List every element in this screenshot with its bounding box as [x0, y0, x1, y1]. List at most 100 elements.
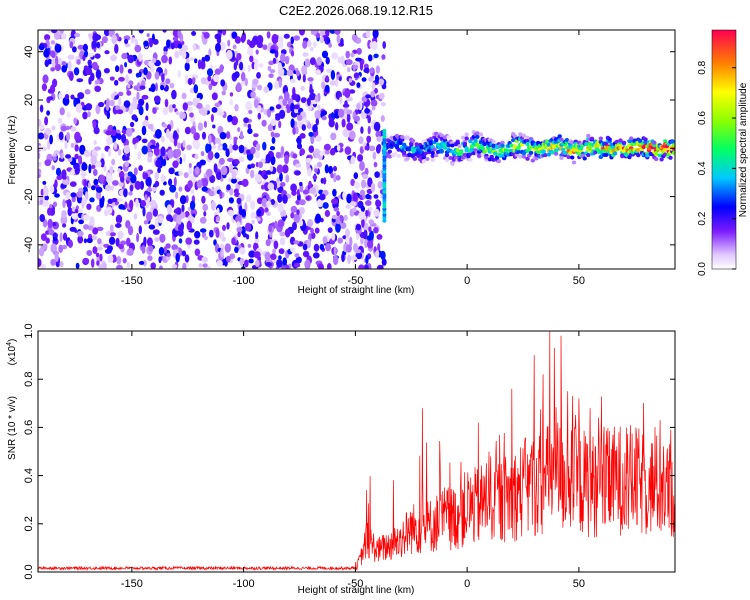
heatmap-x-label: Height of straight line (km): [298, 285, 415, 296]
heatmap-cell: [335, 175, 341, 181]
heatmap-cell: [209, 174, 216, 184]
heatmap-cell: [269, 49, 276, 54]
heatmap-cell: [337, 56, 342, 64]
heatmap-cell: [373, 53, 379, 59]
heatmap-cell: [250, 91, 256, 99]
heatmap-cell: [179, 112, 186, 120]
heatmap-cell: [222, 30, 227, 36]
heatmap-cell: [462, 152, 468, 157]
heatmap-cell: [81, 162, 88, 171]
heatmap-cell: [307, 239, 312, 249]
heatmap-cell: [178, 224, 184, 233]
heatmap-cell: [290, 50, 295, 57]
heatmap-cell: [119, 64, 124, 74]
heatmap-cell: [382, 181, 387, 186]
heatmap-cell: [165, 78, 171, 85]
heatmap-cell: [49, 50, 56, 57]
heatmap-cell: [219, 64, 224, 73]
snr-frame: [37, 330, 676, 573]
heatmap-cell: [269, 106, 275, 111]
heatmap-cell: [345, 59, 353, 66]
heatmap-cell: [165, 243, 171, 249]
heatmap-cell: [187, 77, 193, 86]
heatmap-cell: [118, 243, 124, 250]
heatmap-cell: [333, 207, 340, 212]
heatmap-cell: [158, 256, 162, 264]
heatmap-cell: [137, 151, 142, 160]
snr-x-tick-label: 50: [573, 578, 585, 590]
heatmap-cell: [233, 188, 239, 194]
heatmap-cell: [47, 140, 51, 150]
heatmap-cell: [233, 159, 240, 165]
heatmap-cell: [90, 258, 95, 268]
heatmap-cell: [44, 59, 50, 67]
heatmap-cell: [182, 102, 188, 111]
heatmap-cell: [367, 240, 374, 249]
heatmap-cell: [52, 156, 57, 161]
heatmap-cell: [269, 146, 276, 151]
heatmap-cell: [300, 86, 306, 91]
heatmap-cell: [50, 40, 56, 45]
heatmap-cell: [222, 142, 228, 151]
heatmap-cell: [82, 43, 88, 52]
heatmap-cell: [138, 52, 143, 62]
heatmap-cell: [561, 147, 566, 152]
heatmap-cell: [296, 114, 303, 121]
heatmap-cell: [190, 57, 194, 61]
heatmap-cell: [265, 153, 271, 164]
heatmap-cell: [84, 89, 91, 95]
heatmap-cell: [105, 184, 112, 192]
heatmap-cell: [195, 97, 201, 103]
heatmap-cell: [346, 113, 351, 123]
heatmap-cell: [38, 161, 42, 167]
heatmap-cell: [367, 115, 372, 124]
heatmap-cell: [58, 57, 62, 66]
heatmap-cell: [277, 193, 283, 203]
heatmap-cell: [208, 229, 214, 238]
heatmap-cell: [227, 114, 233, 122]
heatmap-cell: [468, 151, 473, 156]
heatmap-cell: [276, 259, 283, 268]
heatmap-cell: [58, 92, 63, 100]
heatmap-cell: [272, 248, 276, 254]
heatmap-cell: [198, 263, 203, 268]
heatmap-cell: [312, 41, 317, 48]
heatmap-cell: [95, 69, 102, 80]
colorbar-ramp: [712, 30, 736, 269]
heatmap-cell: [143, 172, 149, 179]
heatmap-cell: [118, 76, 125, 82]
heatmap-cell: [175, 252, 180, 263]
heatmap-cell: [360, 205, 365, 213]
heatmap-cell: [315, 118, 319, 126]
heatmap-cell: [185, 74, 189, 85]
heatmap-cell: [70, 142, 75, 148]
heatmap-cell: [170, 42, 175, 50]
heatmap-cell: [90, 235, 98, 241]
heatmap-cell: [321, 50, 329, 59]
heatmap-cell: [232, 144, 239, 151]
heatmap-cell: [227, 209, 234, 216]
heatmap-cell: [292, 126, 297, 135]
heatmap-cell: [307, 219, 313, 224]
heatmap-cell: [193, 132, 200, 141]
heatmap-cell: [670, 139, 675, 144]
heatmap-cell: [671, 150, 675, 155]
heatmap-cell: [387, 154, 392, 159]
heatmap-cell: [263, 174, 268, 180]
heatmap-cell: [318, 263, 324, 269]
heatmap-cell: [220, 247, 224, 258]
heatmap-cell: [620, 154, 625, 159]
heatmap-cell: [39, 247, 45, 257]
heatmap-cell: [199, 216, 207, 224]
heatmap-cell: [325, 243, 332, 252]
heatmap-cell: [382, 210, 387, 214]
heatmap-cell: [69, 41, 74, 49]
heatmap-cell: [52, 78, 58, 88]
heatmap-cell: [236, 226, 243, 233]
heatmap-cell: [534, 156, 539, 161]
heatmap-cell: [512, 144, 518, 149]
heatmap-cell: [164, 98, 169, 108]
heatmap-cell: [215, 137, 221, 144]
heatmap-cell: [285, 103, 292, 114]
heatmap-cell: [151, 57, 157, 64]
